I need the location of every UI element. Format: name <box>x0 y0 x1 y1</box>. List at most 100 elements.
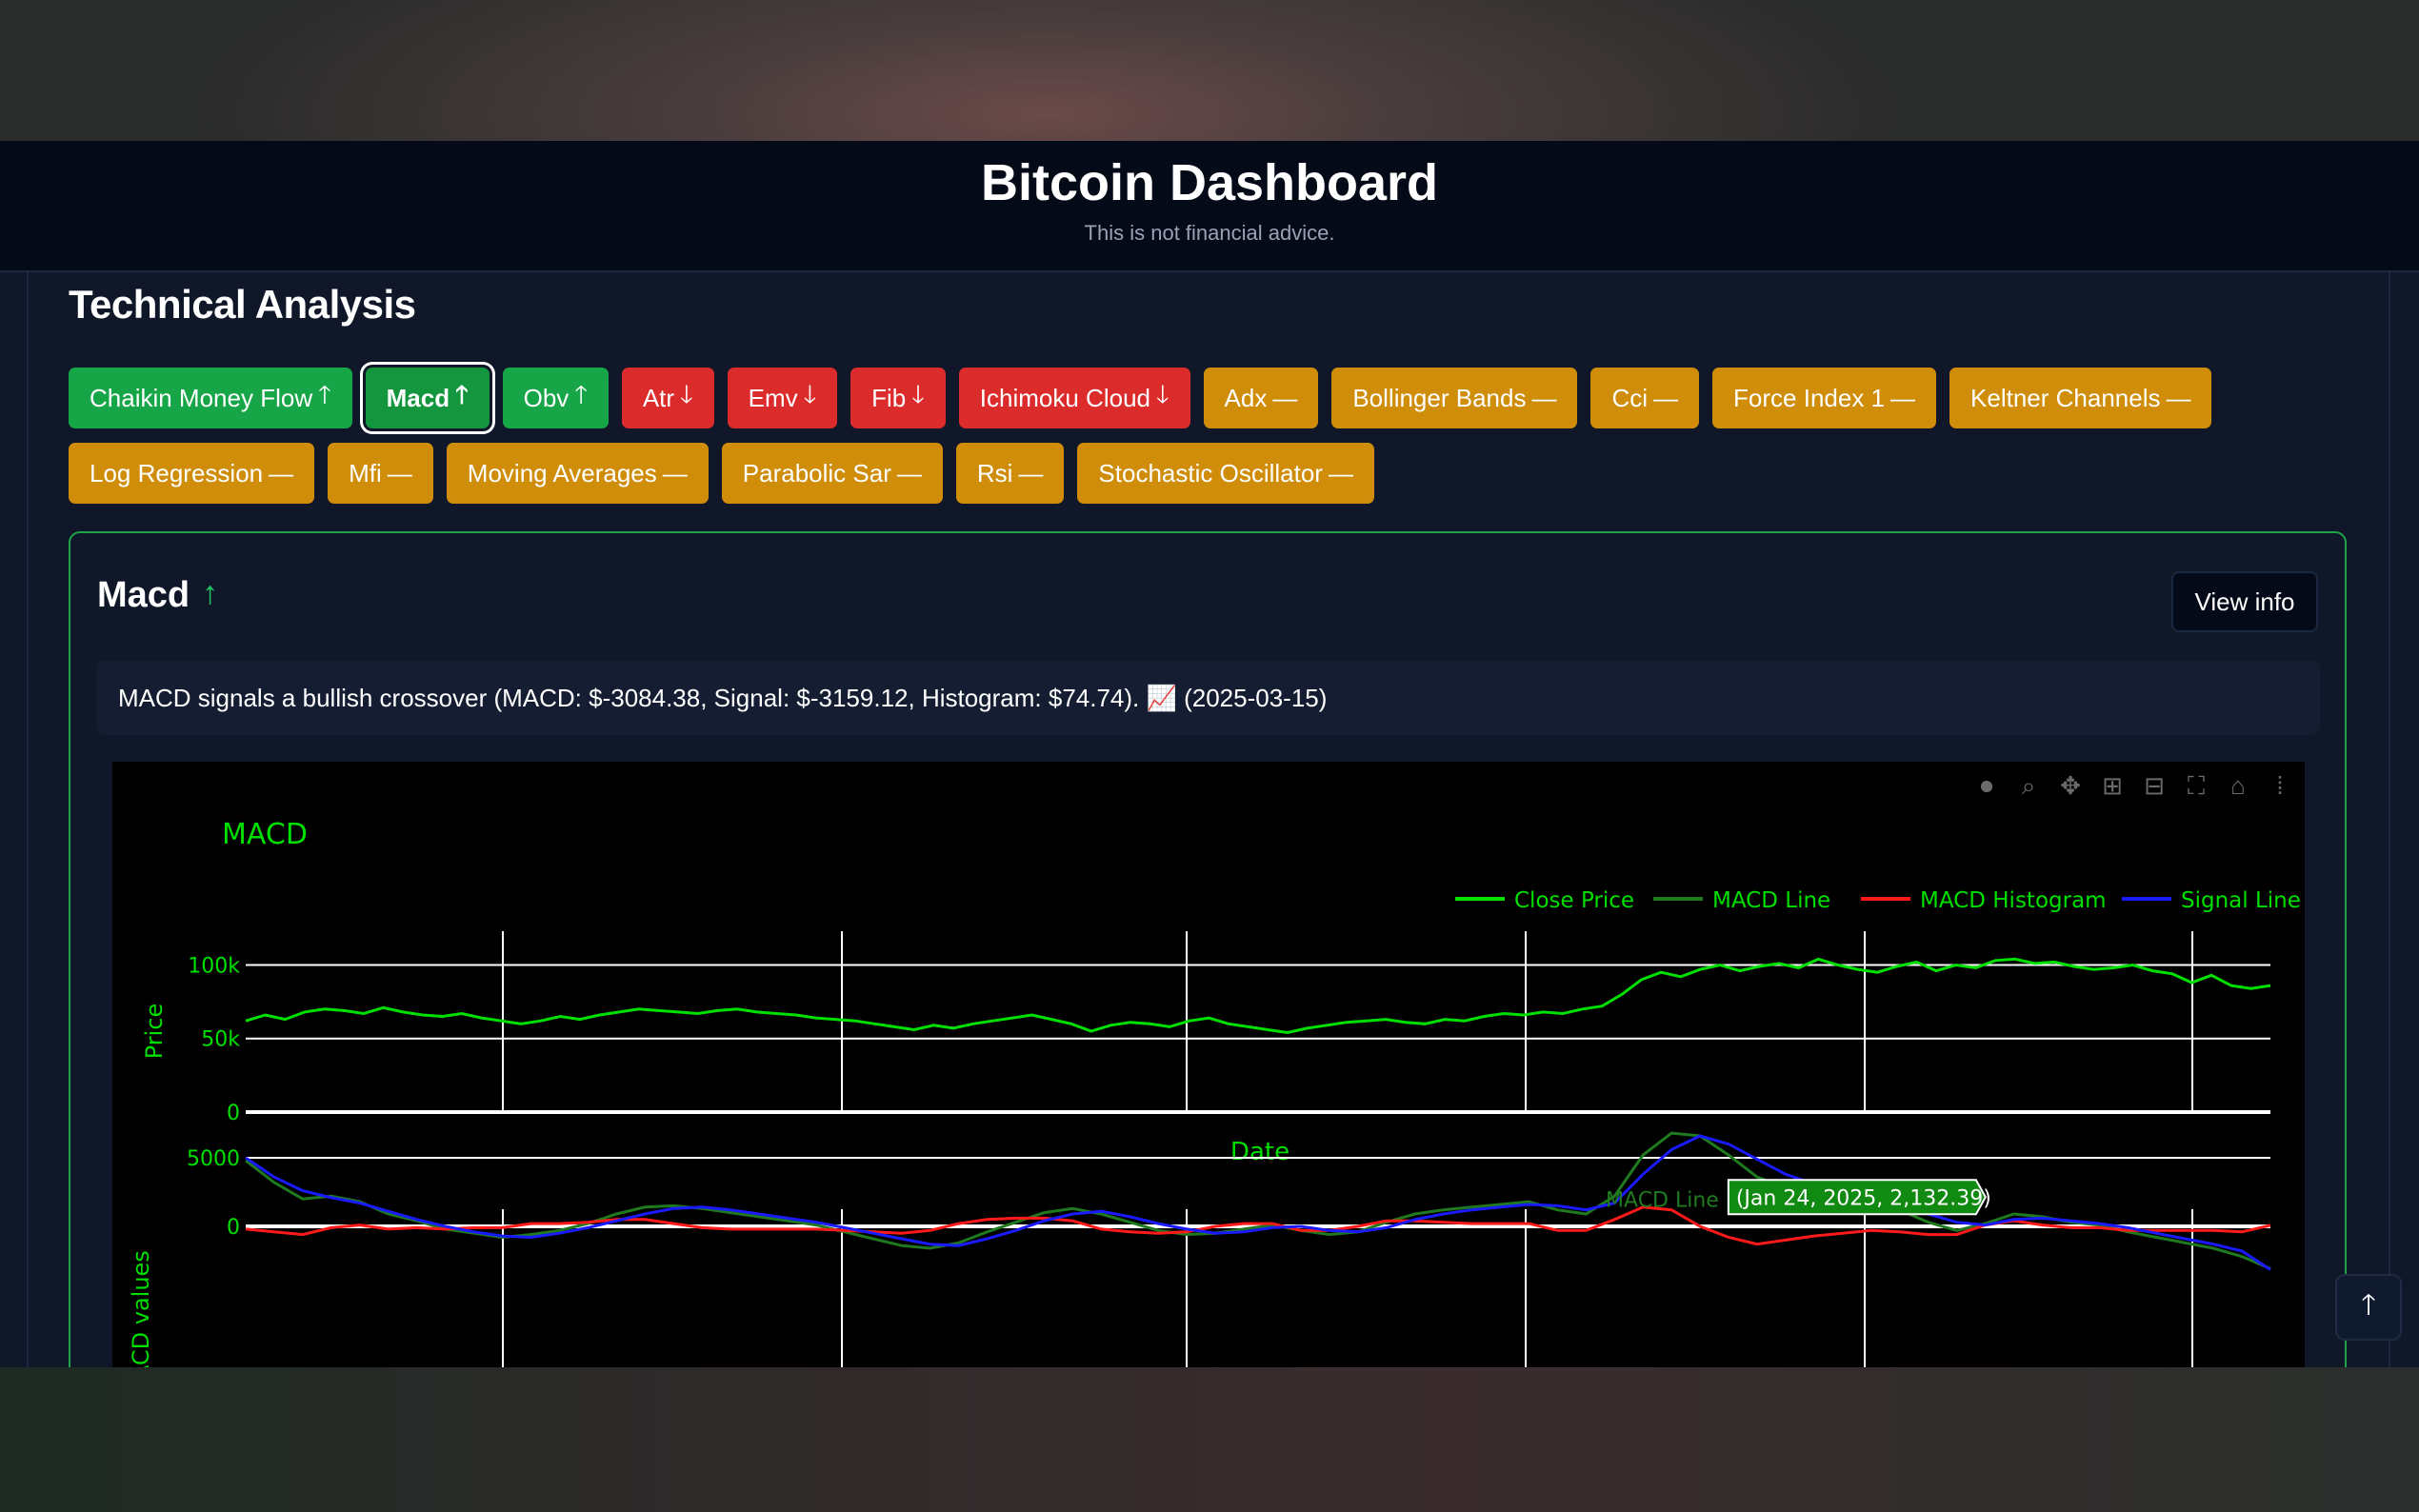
dash-icon: — <box>269 458 294 487</box>
indicator-button-emv[interactable]: Emv 🡓 <box>727 368 838 428</box>
indicator-button-stochastic-oscillator[interactable]: Stochastic Oscillator — <box>1077 443 1374 504</box>
indicator-label: Mfi <box>349 458 382 487</box>
dash-icon: — <box>896 458 922 487</box>
indicator-label: Parabolic Sar <box>742 458 891 487</box>
section-title: Technical Analysis <box>69 282 416 327</box>
desktop-backdrop-top <box>0 0 2419 141</box>
indicator-button-log-regression[interactable]: Log Regression — <box>69 443 315 504</box>
indicator-buttons-row-1: Chaikin Money Flow 🡑 Macd 🡑 Obv 🡑 Atr 🡓 Emv 🡓… <box>69 368 2212 428</box>
indicator-buttons-row-2: Log Regression — Mfi — Moving Averages — Pa… <box>69 443 1374 504</box>
legend-label: Signal Line <box>2181 888 2301 913</box>
indicator-button-parabolic-sar[interactable]: Parabolic Sar — <box>721 443 943 504</box>
page-title: Bitcoin Dashboard <box>980 154 1439 211</box>
dash-icon: — <box>2166 383 2191 412</box>
x-axis-label: Date <box>1230 1138 1289 1166</box>
legend-label: Close Price <box>1514 888 1634 913</box>
series-line-macd-line <box>245 1131 2271 1270</box>
indicator-label: Moving Averages <box>467 458 657 487</box>
pan-icon[interactable]: ✥ <box>2060 771 2081 800</box>
indicator-button-macd[interactable]: Macd 🡑 <box>365 368 490 428</box>
series-line-close-price <box>245 957 2271 1035</box>
indicator-button-chaikin-money-flow[interactable]: Chaikin Money Flow 🡑 <box>69 368 352 428</box>
reset-axes-icon[interactable]: ⌂ <box>2230 771 2246 800</box>
indicator-button-atr[interactable]: Atr 🡓 <box>621 368 714 428</box>
dash-icon: — <box>1018 458 1044 487</box>
series-line-signal-line <box>245 1134 2271 1271</box>
indicator-label: Obv <box>523 383 570 412</box>
page-header: Bitcoin Dashboard This is not financial … <box>0 141 2419 272</box>
indicator-button-bollinger-bands[interactable]: Bollinger Bands — <box>1331 368 1578 428</box>
indicator-summary: MACD signals a bullish crossover (MACD: … <box>97 661 2320 735</box>
dash-icon: — <box>1653 383 1679 412</box>
indicator-label: Emv <box>748 383 798 412</box>
series-line-macd-histogram <box>245 1205 2271 1246</box>
arrow-up-icon: 🡑 <box>574 380 588 408</box>
y-tick-label: 100k <box>188 954 240 978</box>
indicator-label: Cci <box>1611 383 1649 412</box>
indicator-button-fib[interactable]: Fib 🡓 <box>850 368 946 428</box>
macd-chart-svg[interactable]: MACD Close Price MACD Line MACD Histogram Si… <box>112 762 2305 1367</box>
tooltip-text: (Jan 24, 2025, 2,132.39) <box>1736 1186 1991 1210</box>
indicator-label: Force Index 1 <box>1733 383 1886 412</box>
indicator-label: Bollinger Bands <box>1352 383 1527 412</box>
zoom-in-icon[interactable]: ⊞ <box>2102 771 2123 800</box>
indicator-label: Fib <box>871 383 907 412</box>
dash-icon: — <box>1328 458 1353 487</box>
arrow-up-icon: 🡑 <box>455 380 469 408</box>
y-tick-label: 50k <box>201 1028 240 1052</box>
arrow-down-icon: 🡓 <box>680 380 693 408</box>
chart-title: MACD <box>222 818 308 851</box>
indicator-button-mfi[interactable]: Mfi — <box>328 443 433 504</box>
indicator-button-cci[interactable]: Cci — <box>1590 368 1700 428</box>
indicator-label: Keltner Channels <box>1970 383 2161 412</box>
zoom-out-icon[interactable]: ⊟ <box>2144 771 2165 800</box>
indicator-button-ichimoku-cloud[interactable]: Ichimoku Cloud 🡓 <box>958 368 1190 428</box>
tooltip-box <box>1727 1179 1987 1216</box>
y-axis-label: MACD values <box>128 1250 154 1367</box>
legend-label: MACD Line <box>1712 888 1830 913</box>
dash-icon: — <box>387 458 412 487</box>
arrow-down-icon: 🡓 <box>1156 380 1170 408</box>
indicator-label: Macd <box>386 383 450 412</box>
y-axis-label: Price <box>141 1004 168 1060</box>
dash-icon: — <box>1272 383 1298 412</box>
container-border-left <box>27 272 29 1367</box>
indicator-label: Stochastic Oscillator <box>1098 458 1323 487</box>
indicator-label: Ichimoku Cloud <box>979 383 1150 412</box>
indicator-button-adx[interactable]: Adx — <box>1203 368 1319 428</box>
zoom-icon[interactable]: ⌕ <box>2021 771 2036 800</box>
indicator-button-rsi[interactable]: Rsi — <box>955 443 1065 504</box>
indicator-button-obv[interactable]: Obv 🡑 <box>502 368 609 428</box>
legend-label: MACD Histogram <box>1920 888 2107 913</box>
plotly-logo-icon[interactable]: ⁞ <box>2276 771 2284 800</box>
indicator-label: Atr <box>642 383 675 412</box>
camera-icon[interactable]: ⏺ <box>1980 771 1993 800</box>
dash-icon: — <box>662 458 688 487</box>
arrow-down-icon: 🡓 <box>911 380 925 408</box>
card-title: Macd <box>97 575 190 615</box>
chart-modebar: ⏺ ⌕ ✥ ⊞ ⊟ ⛶ ⌂ ⁞ <box>1971 771 2305 800</box>
browser-viewport: Bitcoin Dashboard This is not financial … <box>0 141 2419 1367</box>
arrow-up-icon: 🡑 <box>318 380 331 408</box>
autoscale-icon[interactable]: ⛶ <box>2187 771 2206 800</box>
indicator-button-force-index-1[interactable]: Force Index 1— <box>1712 368 1937 428</box>
indicator-button-keltner-channels[interactable]: Keltner Channels — <box>1949 368 2212 428</box>
arrow-up-icon: ↑ <box>202 575 218 611</box>
page-subtitle: This is not financial advice. <box>1084 221 1335 245</box>
tooltip-series-label: MACD Line <box>1606 1188 1719 1212</box>
desktop-backdrop-bottom <box>0 1367 2419 1512</box>
indicator-detail-card: Macd ↑ View info MACD signals a bullish … <box>69 531 2347 1367</box>
dash-icon: — <box>1890 383 1916 412</box>
arrow-up-icon: 🡑 <box>2361 1288 2376 1321</box>
arrow-down-icon: 🡓 <box>803 380 817 408</box>
view-info-button[interactable]: View info <box>2171 571 2318 632</box>
indicator-label: Adx <box>1224 383 1268 412</box>
scroll-to-top-button[interactable]: 🡑 <box>2335 1274 2402 1341</box>
indicator-button-moving-averages[interactable]: Moving Averages — <box>446 443 709 504</box>
indicator-label: Log Regression <box>90 458 264 487</box>
y-tick-label: 0 <box>227 1216 240 1240</box>
container-border-right <box>2389 272 2390 1367</box>
macd-chart[interactable]: MACD Close Price MACD Line MACD Histogram Si… <box>112 762 2305 1367</box>
y-tick-label: 0 <box>227 1102 240 1125</box>
dash-icon: — <box>1531 383 1557 412</box>
